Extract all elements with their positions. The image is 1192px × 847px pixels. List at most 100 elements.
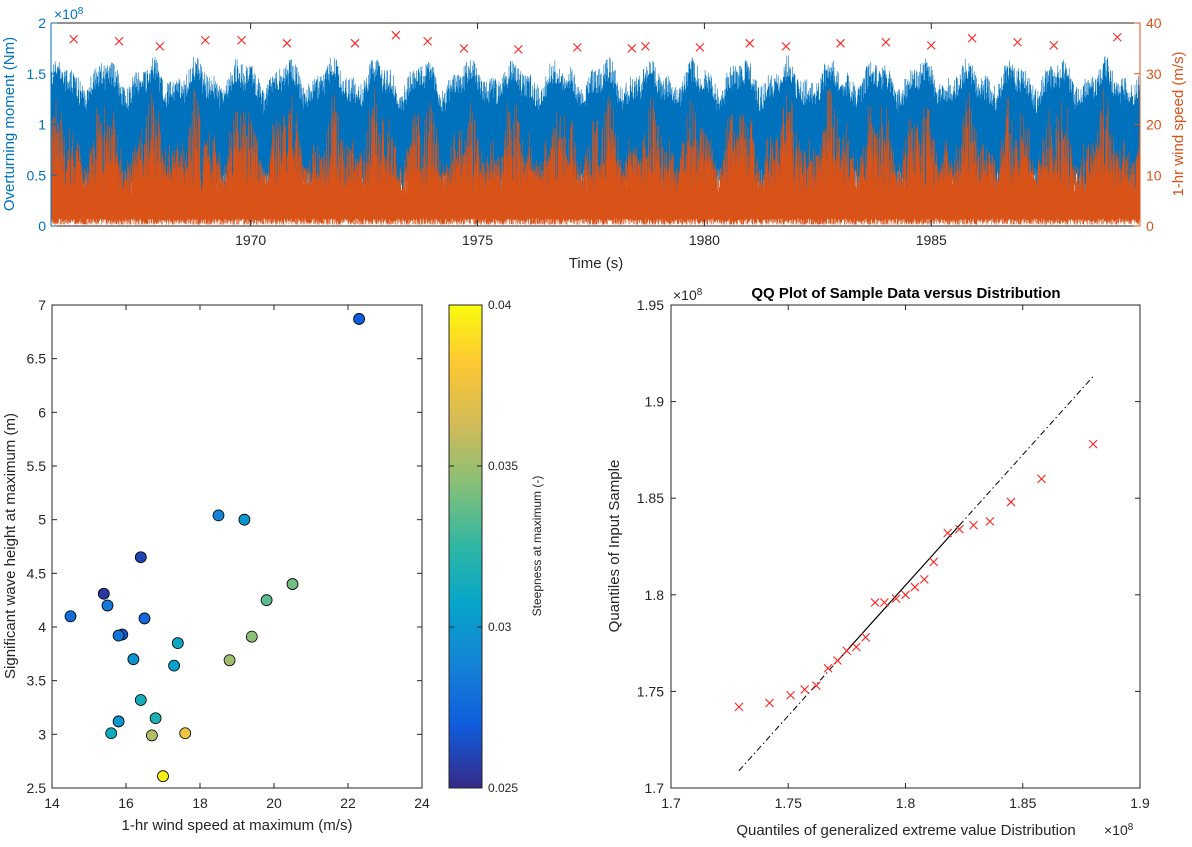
qq-x-exponent: ×108 xyxy=(1104,822,1134,838)
scatter-point xyxy=(101,599,114,612)
colorbar: 0.025 0.03 0.035 0.04 Steepness at maximum … xyxy=(448,298,544,795)
x-tick-label: 1975 xyxy=(462,232,493,248)
annual-max-marker xyxy=(572,42,582,52)
qq-point xyxy=(823,663,833,673)
y-tick-label: 4.5 xyxy=(27,565,47,581)
timeseries-left-label: Overturning moment (Nm) xyxy=(1,37,18,211)
qq-reference-line xyxy=(837,524,960,662)
timeseries-axes: 1970 1975 1980 1985 0 0.5 1 1.5 2 0 10 20 30 40 ×10… xyxy=(1,6,1187,272)
annual-max-marker xyxy=(1049,40,1059,50)
colorbar-gradient xyxy=(448,304,483,789)
timeseries-x-ticks: 1970 1975 1980 1985 xyxy=(235,23,947,248)
scatter-point xyxy=(353,313,366,325)
annual-max-marker xyxy=(114,36,124,46)
scatter-point xyxy=(157,770,169,783)
y-tick-label: 1.95 xyxy=(637,297,664,313)
annual-max-marker xyxy=(926,40,936,50)
colorbar-tick-label: 0.035 xyxy=(488,459,518,473)
qq-point xyxy=(943,528,953,538)
x-tick-label: 20 xyxy=(266,795,282,811)
scatter-axes: 14 16 18 20 22 24 2.5 3 3.5 4 4.5 5 5.5 6 6.5 7 1-hr w… xyxy=(2,297,430,834)
scatter-point xyxy=(260,594,273,607)
annual-max-marker xyxy=(695,42,705,52)
scatter-point xyxy=(179,727,192,740)
timeseries-plot-area xyxy=(51,55,1140,225)
annual-max-marker xyxy=(1112,32,1122,42)
colorbar-label: Steepness at maximum (-) xyxy=(530,476,544,617)
annual-max-marker xyxy=(200,35,210,45)
left-tick-label: 2 xyxy=(38,15,46,31)
scatter-point xyxy=(145,729,158,742)
qq-point xyxy=(1037,474,1046,484)
timeseries-left-ticks: 0 0.5 1 1.5 2 xyxy=(27,15,57,234)
scatter-point xyxy=(171,637,184,649)
qq-point xyxy=(786,690,795,700)
x-tick-label: 1970 xyxy=(235,232,266,248)
qq-point xyxy=(955,524,964,534)
right-tick-label: 30 xyxy=(1146,66,1162,82)
qq-point xyxy=(1006,497,1016,507)
qq-point xyxy=(985,516,995,526)
qq-frame xyxy=(670,304,1141,789)
scatter-point xyxy=(245,630,258,643)
qq-point xyxy=(842,646,852,656)
scatter-point xyxy=(134,551,147,564)
annual-max-marker xyxy=(237,35,246,45)
scatter-point xyxy=(223,654,236,667)
y-tick-label: 5 xyxy=(38,512,46,528)
annual-max-marker xyxy=(69,34,79,44)
scatter-point xyxy=(127,653,140,666)
qq-reference-extrapolated-low xyxy=(738,660,838,771)
x-tick-label: 1.8 xyxy=(896,795,916,811)
x-tick-label: 1.7 xyxy=(661,795,681,811)
qq-point xyxy=(812,681,821,690)
annual-maxima-markers xyxy=(69,30,1122,54)
qq-point xyxy=(969,520,978,530)
x-tick-label: 24 xyxy=(414,795,430,811)
qq-point xyxy=(880,598,889,607)
timeseries-right-ticks: 0 10 20 30 40 xyxy=(1134,15,1162,234)
scatter-frame xyxy=(51,304,423,789)
series-wind-speed xyxy=(51,87,1140,225)
annual-max-marker xyxy=(423,36,433,46)
colorbar-tick-label: 0.025 xyxy=(488,781,518,795)
scatter-point xyxy=(238,513,251,526)
qq-points xyxy=(734,439,1098,712)
timeseries-right-label: 1-hr wind speed (m/s) xyxy=(1170,51,1187,196)
right-tick-label: 10 xyxy=(1146,167,1162,183)
scatter-point xyxy=(168,659,181,672)
colorbar-tick-label: 0.03 xyxy=(488,620,512,634)
qq-y-exponent: ×108 xyxy=(673,287,703,303)
annual-max-marker xyxy=(627,43,637,53)
qq-x-label: Quantiles of generalized extreme value D… xyxy=(736,822,1075,839)
scatter-x-ticks: 14 16 18 20 22 24 xyxy=(44,305,430,811)
qq-point xyxy=(870,598,880,607)
qq-point xyxy=(833,656,842,665)
qq-y-label: Quantiles of Input Sample xyxy=(606,460,623,633)
annual-max-marker xyxy=(745,38,755,48)
scatter-x-label: 1-hr wind speed at maximum (m/s) xyxy=(122,817,353,834)
y-tick-label: 5.5 xyxy=(27,458,47,474)
qq-point xyxy=(901,590,910,600)
qq-axes: 1.7 1.75 1.8 1.85 1.9 1.71.751.81.851.91.95 … xyxy=(606,285,1150,839)
scatter-point xyxy=(105,727,118,740)
x-tick-label: 1.9 xyxy=(1130,795,1150,811)
qq-reference-extrapolated-high xyxy=(959,376,1094,526)
annual-max-marker xyxy=(391,30,401,40)
y-tick-label: 3 xyxy=(38,726,46,742)
annual-max-marker xyxy=(967,33,977,43)
qq-title: QQ Plot of Sample Data versus Distributi… xyxy=(751,285,1060,302)
x-tick-label: 18 xyxy=(192,795,208,811)
right-tick-label: 0 xyxy=(1146,218,1154,234)
annual-max-marker xyxy=(459,43,469,53)
timeseries-x-label: Time (s) xyxy=(569,255,623,272)
y-tick-label: 1.85 xyxy=(637,490,664,506)
qq-point xyxy=(851,642,861,652)
qq-point xyxy=(765,698,774,708)
x-tick-label: 1985 xyxy=(916,232,947,248)
scatter-point xyxy=(97,587,110,600)
qq-x-ticks: 1.7 1.75 1.8 1.85 1.9 xyxy=(661,305,1150,811)
annual-max-marker xyxy=(836,38,845,48)
